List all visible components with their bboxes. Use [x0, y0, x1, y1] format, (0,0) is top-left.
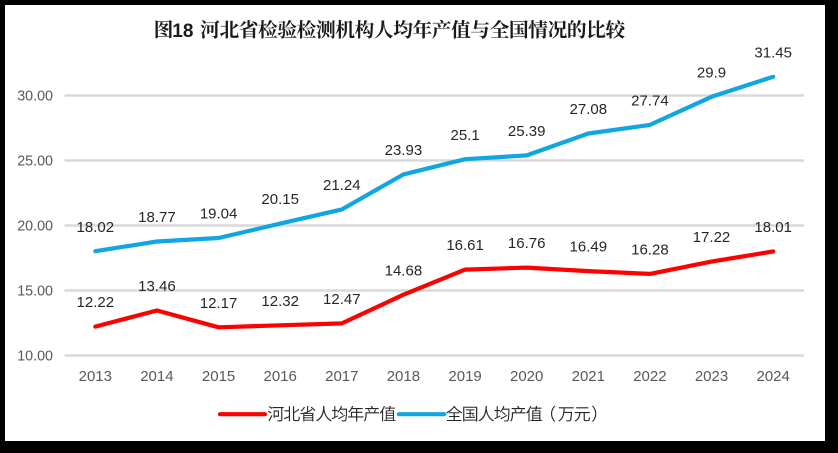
- svg-text:30.00: 30.00: [17, 89, 53, 105]
- svg-text:21.24: 21.24: [323, 177, 361, 194]
- svg-text:2024: 2024: [757, 368, 790, 385]
- svg-text:2017: 2017: [325, 368, 358, 385]
- svg-text:14.68: 14.68: [385, 262, 423, 279]
- svg-text:16.76: 16.76: [508, 235, 546, 252]
- svg-text:2014: 2014: [140, 368, 173, 385]
- svg-text:2021: 2021: [572, 368, 605, 385]
- svg-text:12.22: 12.22: [77, 294, 115, 311]
- svg-text:20.15: 20.15: [261, 191, 299, 208]
- svg-text:16.61: 16.61: [446, 237, 484, 254]
- svg-text:19.04: 19.04: [200, 206, 238, 223]
- svg-text:2013: 2013: [79, 368, 112, 385]
- svg-text:31.45: 31.45: [754, 44, 792, 61]
- svg-text:18.02: 18.02: [77, 219, 115, 236]
- svg-text:23.93: 23.93: [385, 142, 423, 159]
- svg-text:2023: 2023: [695, 368, 728, 385]
- svg-text:29.9: 29.9: [697, 64, 726, 81]
- svg-text:25.1: 25.1: [450, 127, 479, 144]
- svg-text:18.01: 18.01: [754, 219, 792, 236]
- svg-text:2022: 2022: [633, 368, 666, 385]
- svg-text:27.08: 27.08: [570, 101, 608, 118]
- svg-text:2015: 2015: [202, 368, 235, 385]
- svg-text:2016: 2016: [264, 368, 297, 385]
- svg-text:17.22: 17.22: [693, 229, 731, 246]
- svg-text:12.32: 12.32: [261, 293, 299, 310]
- svg-text:16.49: 16.49: [570, 239, 608, 256]
- svg-text:25.39: 25.39: [508, 123, 546, 140]
- svg-text:13.46: 13.46: [138, 278, 176, 295]
- svg-text:27.74: 27.74: [631, 93, 669, 110]
- svg-text:2020: 2020: [510, 368, 543, 385]
- svg-text:18.77: 18.77: [138, 209, 176, 226]
- svg-text:12.17: 12.17: [200, 295, 238, 312]
- svg-text:15.00: 15.00: [17, 284, 53, 300]
- svg-text:2019: 2019: [448, 368, 481, 385]
- svg-text:2018: 2018: [387, 368, 420, 385]
- svg-text:25.00: 25.00: [17, 154, 53, 170]
- svg-text:18: 18: [172, 21, 193, 42]
- svg-text:16.28: 16.28: [631, 242, 669, 259]
- svg-text:12.47: 12.47: [323, 291, 361, 308]
- svg-text:20.00: 20.00: [17, 219, 53, 235]
- svg-text:10.00: 10.00: [17, 349, 53, 365]
